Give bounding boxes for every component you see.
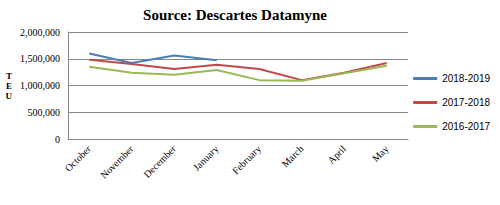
svg-text:500,000: 500,000 (28, 107, 61, 118)
svg-text:November: November (98, 143, 136, 181)
svg-text:0: 0 (55, 134, 60, 145)
svg-text:2,000,000: 2,000,000 (20, 27, 60, 38)
svg-text:2017-2018: 2017-2018 (442, 97, 490, 108)
svg-text:December: December (141, 143, 178, 180)
svg-text:1,000,000: 1,000,000 (20, 80, 60, 91)
svg-text:2018-2019: 2018-2019 (442, 73, 490, 84)
svg-text:March: March (279, 143, 305, 169)
svg-text:T: T (6, 71, 12, 81)
svg-text:May: May (370, 143, 391, 164)
svg-text:1,500,000: 1,500,000 (20, 53, 60, 64)
svg-text:February: February (230, 143, 263, 176)
svg-text:October: October (63, 143, 94, 174)
svg-text:U: U (6, 91, 13, 101)
svg-text:January: January (191, 143, 221, 173)
svg-text:E: E (6, 81, 12, 91)
svg-text:2016-2017: 2016-2017 (442, 121, 490, 132)
svg-text:Source: Descartes Datamyne: Source: Descartes Datamyne (143, 7, 327, 23)
svg-text:April: April (325, 143, 348, 166)
